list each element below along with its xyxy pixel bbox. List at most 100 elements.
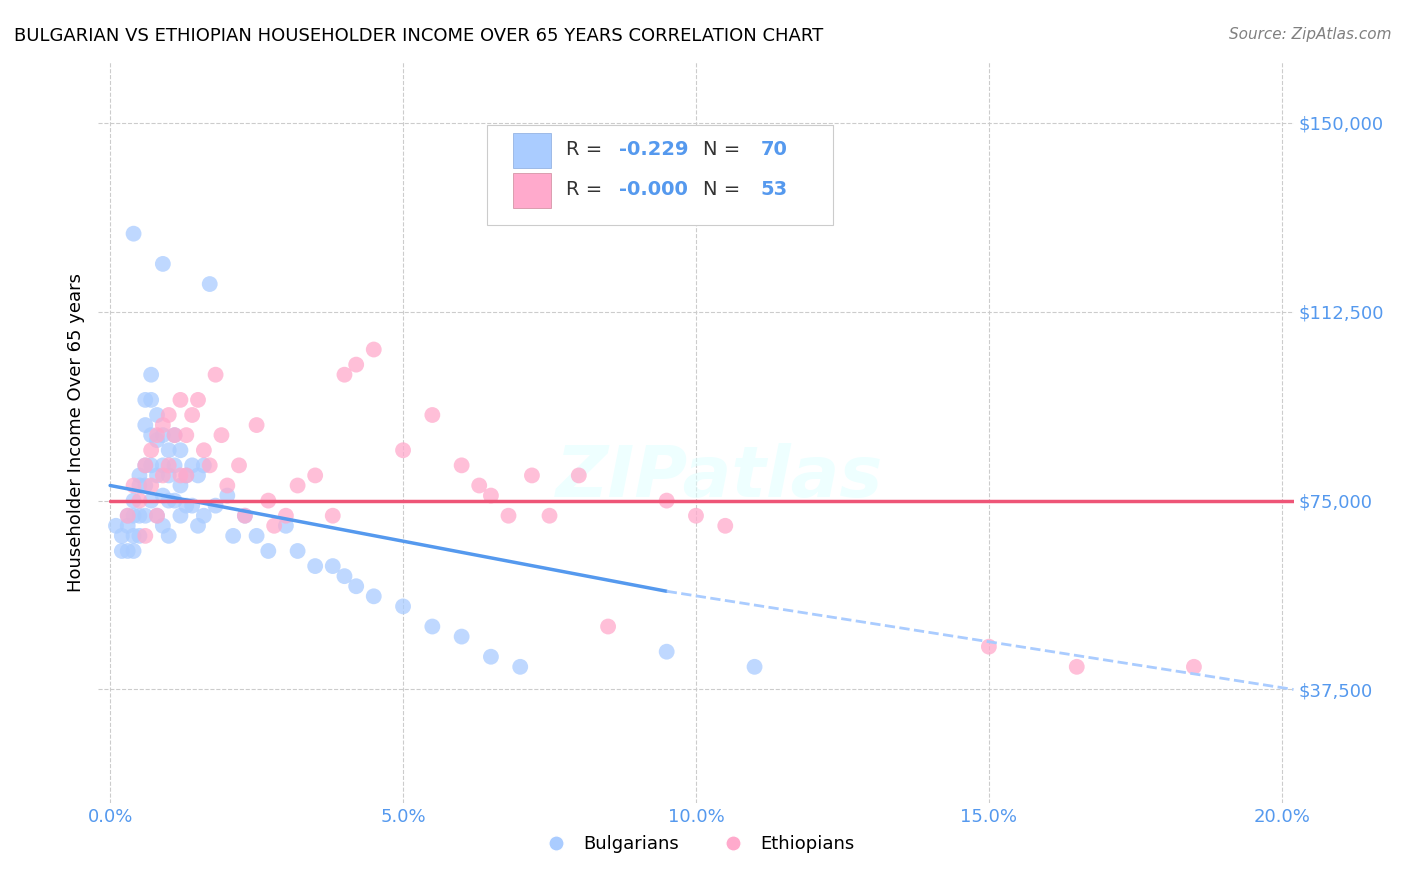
Point [117, 508, 139, 523]
Point [146, 508, 169, 523]
Point [174, 428, 197, 442]
Point [134, 529, 156, 543]
Point [1182, 660, 1205, 674]
Point [117, 518, 139, 533]
Point [392, 443, 415, 458]
Point [204, 499, 226, 513]
Point [233, 508, 256, 523]
FancyBboxPatch shape [513, 173, 551, 209]
Point [479, 489, 502, 503]
Point [977, 640, 1000, 654]
Point [146, 508, 169, 523]
Point [744, 660, 766, 674]
Point [122, 227, 145, 241]
Point [187, 468, 209, 483]
Point [163, 428, 186, 442]
Text: N =: N = [703, 139, 747, 159]
Point [181, 458, 204, 473]
Point [204, 368, 226, 382]
Point [246, 529, 269, 543]
Point [157, 458, 180, 473]
Point [217, 478, 239, 492]
Point [134, 418, 156, 433]
Point [257, 493, 280, 508]
Point [468, 478, 491, 492]
Point [181, 499, 204, 513]
Point [274, 508, 297, 523]
Point [134, 478, 156, 492]
Point [152, 257, 174, 271]
Point [157, 529, 180, 543]
Point [163, 493, 186, 508]
Point [157, 408, 180, 422]
Point [363, 590, 385, 604]
Point [163, 428, 186, 442]
Point [122, 508, 145, 523]
Point [187, 392, 209, 407]
Point [304, 468, 326, 483]
Point [157, 468, 180, 483]
Text: 53: 53 [761, 179, 787, 199]
Point [174, 499, 197, 513]
Point [157, 443, 180, 458]
Point [333, 368, 356, 382]
Point [568, 468, 591, 483]
Point [157, 493, 180, 508]
Point [509, 660, 531, 674]
Text: -0.229: -0.229 [620, 139, 689, 159]
Point [169, 392, 191, 407]
Point [363, 343, 385, 357]
Point [193, 443, 215, 458]
Point [322, 559, 344, 574]
Point [304, 559, 326, 574]
Point [422, 408, 444, 422]
Point [134, 392, 156, 407]
Point [198, 458, 221, 473]
Point [141, 428, 163, 442]
Point [274, 518, 297, 533]
Y-axis label: Householder Income Over 65 years: Householder Income Over 65 years [66, 273, 84, 592]
Point [344, 579, 367, 593]
Point [193, 508, 215, 523]
Point [152, 518, 174, 533]
Point [152, 468, 174, 483]
Point [287, 544, 309, 558]
Point [333, 569, 356, 583]
Point [128, 478, 150, 492]
Point [146, 428, 169, 442]
Point [217, 489, 239, 503]
Point [141, 458, 163, 473]
Point [174, 468, 197, 483]
Point [198, 277, 221, 291]
Point [422, 619, 444, 633]
Legend: Bulgarians, Ethiopians: Bulgarians, Ethiopians [530, 828, 862, 861]
Point [128, 529, 150, 543]
Point [450, 630, 472, 644]
Point [152, 418, 174, 433]
Point [655, 645, 678, 659]
Point [169, 478, 191, 492]
Text: ZIPatlas: ZIPatlas [557, 442, 883, 511]
Point [344, 358, 367, 372]
Point [211, 428, 233, 442]
Point [128, 508, 150, 523]
Point [105, 518, 128, 533]
Point [193, 458, 215, 473]
Point [450, 458, 472, 473]
Point [141, 368, 163, 382]
Point [714, 518, 737, 533]
FancyBboxPatch shape [486, 126, 834, 226]
Point [146, 468, 169, 483]
Text: N =: N = [703, 179, 747, 199]
Point [128, 468, 150, 483]
Point [146, 408, 169, 422]
Point [246, 418, 269, 433]
Point [187, 518, 209, 533]
Point [128, 493, 150, 508]
Text: R =: R = [565, 179, 609, 199]
Point [222, 529, 245, 543]
Point [181, 408, 204, 422]
FancyBboxPatch shape [513, 133, 551, 169]
Text: -0.000: -0.000 [620, 179, 689, 199]
Text: BULGARIAN VS ETHIOPIAN HOUSEHOLDER INCOME OVER 65 YEARS CORRELATION CHART: BULGARIAN VS ETHIOPIAN HOUSEHOLDER INCOM… [14, 27, 824, 45]
